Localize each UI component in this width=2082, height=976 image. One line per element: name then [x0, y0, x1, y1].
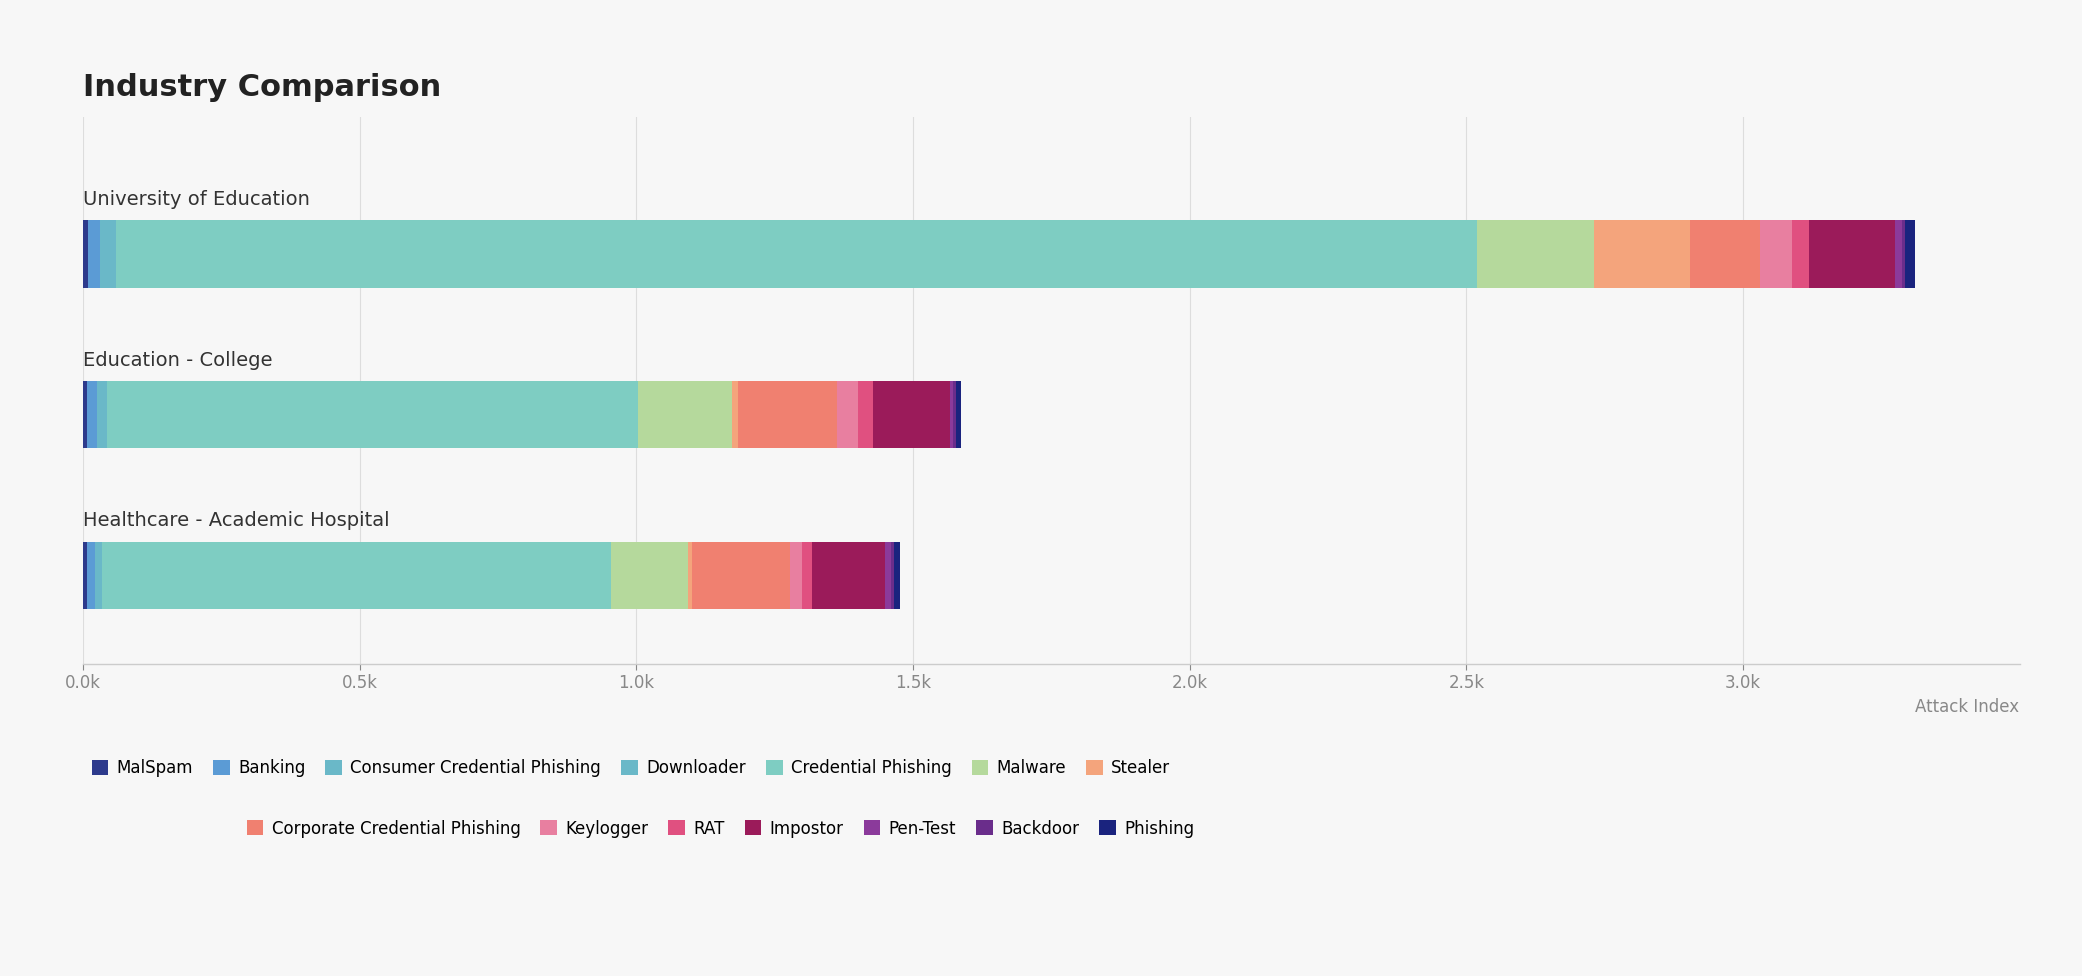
Bar	[731, 381, 739, 448]
Bar	[1593, 220, 1691, 288]
Bar	[954, 381, 956, 448]
Bar	[100, 220, 117, 288]
Bar	[96, 381, 106, 448]
Bar	[1905, 220, 1915, 288]
Bar	[117, 220, 1478, 288]
Bar	[956, 381, 962, 448]
Bar	[893, 542, 899, 609]
Bar	[1478, 220, 1593, 288]
Legend: Corporate Credential Phishing, Keylogger, RAT, Impostor, Pen-Test, Backdoor, Phi: Corporate Credential Phishing, Keylogger…	[246, 820, 1195, 837]
Bar	[739, 381, 837, 448]
Bar	[802, 542, 812, 609]
Bar	[1759, 220, 1793, 288]
Text: University of Education: University of Education	[83, 189, 310, 209]
Text: Healthcare - Academic Hospital: Healthcare - Academic Hospital	[83, 511, 389, 530]
X-axis label: Attack Index: Attack Index	[1915, 698, 2020, 715]
Bar	[812, 542, 885, 609]
Bar	[83, 381, 87, 448]
Bar	[689, 542, 691, 609]
Bar	[1691, 220, 1759, 288]
Bar	[83, 220, 87, 288]
Bar	[885, 542, 891, 609]
Bar	[637, 381, 731, 448]
Bar	[1793, 220, 1809, 288]
Bar	[949, 381, 954, 448]
Bar	[83, 542, 87, 609]
Bar	[106, 381, 637, 448]
Bar	[791, 542, 802, 609]
Bar	[87, 542, 96, 609]
Bar	[102, 542, 610, 609]
Bar	[1895, 220, 1901, 288]
Bar	[691, 542, 791, 609]
Bar	[610, 542, 689, 609]
Text: Education - College: Education - College	[83, 350, 273, 370]
Bar	[837, 381, 858, 448]
Bar	[858, 381, 872, 448]
Bar	[891, 542, 893, 609]
Bar	[87, 381, 96, 448]
Bar	[96, 542, 102, 609]
Bar	[1809, 220, 1895, 288]
Bar	[1901, 220, 1905, 288]
Bar	[87, 220, 100, 288]
Text: Industry Comparison: Industry Comparison	[83, 73, 441, 102]
Bar	[872, 381, 949, 448]
